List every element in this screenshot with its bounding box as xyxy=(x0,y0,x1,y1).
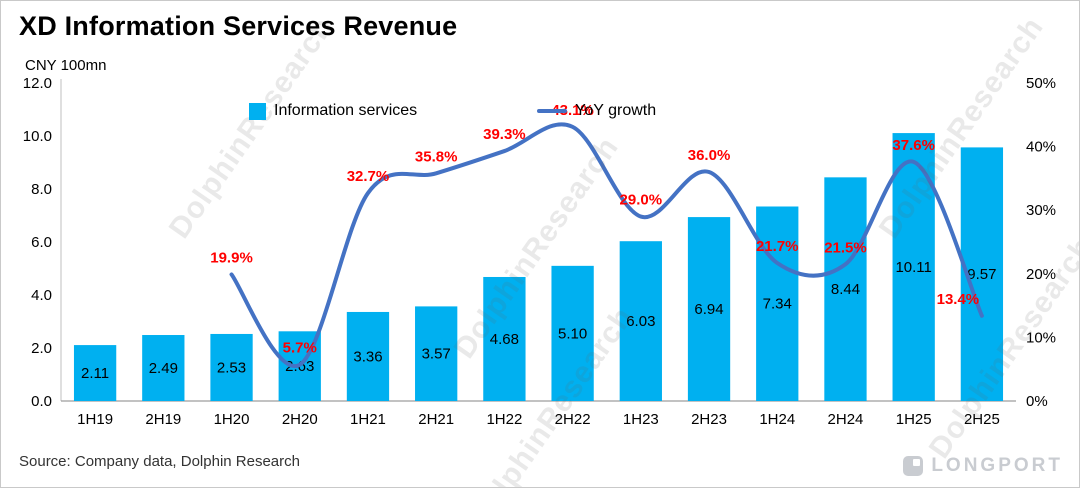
bar-value-label: 10.11 xyxy=(895,259,931,276)
x-axis-category-label: 2H19 xyxy=(145,411,181,428)
left-axis-tick: 8.0 xyxy=(31,181,52,198)
bar-value-label: 6.94 xyxy=(694,301,723,318)
revenue-bar xyxy=(756,206,799,401)
yoy-pct-label: 36.0% xyxy=(688,147,731,164)
yoy-pct-label: 39.3% xyxy=(483,126,526,143)
revenue-bar xyxy=(619,241,662,401)
x-axis-category-label: 2H23 xyxy=(691,411,727,428)
yoy-pct-label: 5.7% xyxy=(283,340,317,357)
revenue-bar xyxy=(483,276,526,401)
yoy-pct-label: 21.7% xyxy=(756,238,799,255)
revenue-bar xyxy=(551,265,594,401)
x-axis-category-label: 2H24 xyxy=(828,411,864,428)
legend: Information services YoY growth xyxy=(249,102,656,120)
left-axis-tick: 6.0 xyxy=(31,234,52,251)
right-axis-tick: 10% xyxy=(1026,329,1056,346)
x-axis-category-label: 2H22 xyxy=(555,411,591,428)
x-axis-category-label: 1H25 xyxy=(896,411,932,428)
yoy-pct-label: 19.9% xyxy=(210,249,253,266)
x-axis-category-label: 2H21 xyxy=(418,411,454,428)
bar-value-label: 9.57 xyxy=(967,266,996,283)
bar-value-label: 3.36 xyxy=(353,348,382,365)
left-axis-tick: 12.0 xyxy=(23,75,52,92)
yoy-pct-label: 13.4% xyxy=(937,291,980,308)
bar-value-label: 2.49 xyxy=(149,360,178,377)
x-axis-category-label: 1H22 xyxy=(486,411,522,428)
yoy-pct-label: 32.7% xyxy=(347,168,390,185)
right-axis-tick: 50% xyxy=(1026,75,1056,92)
x-axis-category-label: 1H19 xyxy=(77,411,113,428)
revenue-bar xyxy=(824,177,867,401)
source-note: Source: Company data, Dolphin Research xyxy=(19,453,300,470)
yoy-pct-label: 21.5% xyxy=(824,239,867,256)
revenue-bar xyxy=(687,217,731,401)
bar-value-label: 8.44 xyxy=(831,281,860,298)
left-axis-tick: 0.0 xyxy=(31,393,52,410)
bar-series-swatch-icon xyxy=(249,102,266,120)
page-title: XD Information Services Revenue xyxy=(19,11,458,41)
y-axis-unit-label: CNY 100mn xyxy=(25,57,107,74)
left-axis-tick: 4.0 xyxy=(31,287,52,304)
legend-label-information-services: Information services xyxy=(274,102,418,119)
yoy-pct-label: 43.1% xyxy=(551,102,594,119)
right-axis-tick: 0% xyxy=(1026,393,1048,410)
x-axis-category-label: 1H20 xyxy=(214,411,250,428)
right-axis-tick: 40% xyxy=(1026,139,1056,156)
right-axis-tick: 20% xyxy=(1026,266,1056,283)
legend-label-yoy-growth: YoY growth xyxy=(575,102,657,119)
bar-value-label: 3.57 xyxy=(422,346,451,363)
left-axis-tick: 10.0 xyxy=(23,128,52,145)
longport-logo-icon xyxy=(903,456,924,476)
revenue-bar xyxy=(142,335,185,401)
revenue-bar xyxy=(73,345,117,401)
x-axis-category-label: 2H25 xyxy=(964,411,1000,428)
yoy-pct-label: 29.0% xyxy=(620,192,663,209)
revenue-bar xyxy=(346,311,390,401)
bar-value-label: 4.68 xyxy=(490,331,519,348)
revenue-bar xyxy=(415,306,458,401)
right-axis-tick: 30% xyxy=(1026,202,1056,219)
longport-logo: LONGPORT xyxy=(903,455,1063,477)
line-series-swatch-icon xyxy=(537,109,568,113)
revenue-bar xyxy=(210,333,253,401)
x-axis-category-label: 1H24 xyxy=(759,411,795,428)
left-axis-tick: 2.0 xyxy=(31,340,52,357)
longport-logo-text: LONGPORT xyxy=(931,455,1063,476)
yoy-pct-label: 35.8% xyxy=(415,148,458,165)
x-axis-category-label: 2H20 xyxy=(282,411,318,428)
bar-value-label: 6.03 xyxy=(626,313,655,330)
bar-value-label: 5.10 xyxy=(558,325,587,342)
x-axis-category-label: 1H21 xyxy=(350,411,386,428)
bar-value-label: 2.11 xyxy=(81,365,109,382)
x-axis-category-label: 1H23 xyxy=(623,411,659,428)
bar-value-label: 7.34 xyxy=(763,296,792,313)
legend-item-yoy-growth: YoY growth xyxy=(537,102,656,120)
yoy-growth-line xyxy=(229,122,984,369)
bar-value-label: 2.53 xyxy=(217,359,246,376)
legend-item-information-services: Information services xyxy=(249,102,417,120)
yoy-pct-label: 37.6% xyxy=(892,137,935,154)
